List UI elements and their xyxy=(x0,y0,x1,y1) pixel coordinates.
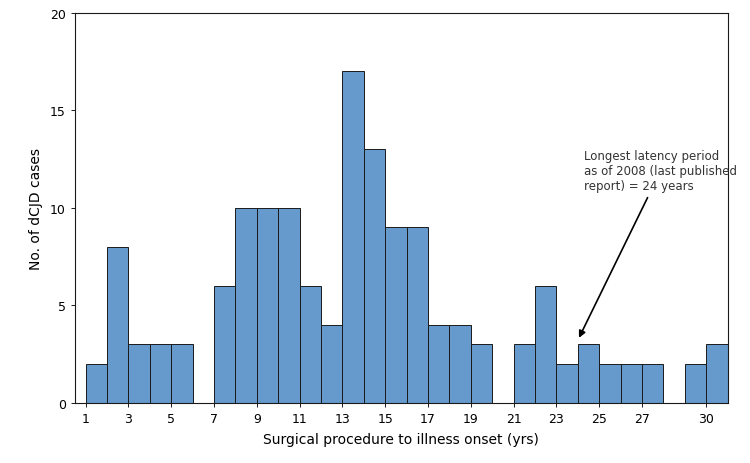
Bar xyxy=(171,344,193,403)
Bar xyxy=(343,72,364,403)
Bar xyxy=(236,208,256,403)
Bar xyxy=(406,228,428,403)
Bar xyxy=(278,208,300,403)
Bar xyxy=(578,344,599,403)
Text: Longest latency period
as of 2008 (last published
report) = 24 years: Longest latency period as of 2008 (last … xyxy=(580,150,737,337)
Bar xyxy=(321,325,343,403)
Bar xyxy=(471,344,492,403)
Bar xyxy=(685,364,706,403)
Bar xyxy=(300,286,321,403)
Y-axis label: No. of dCJD cases: No. of dCJD cases xyxy=(29,148,44,269)
Bar xyxy=(256,208,278,403)
Bar xyxy=(428,325,449,403)
Bar xyxy=(620,364,642,403)
Bar xyxy=(214,286,236,403)
Bar xyxy=(386,228,406,403)
Bar xyxy=(642,364,663,403)
Bar xyxy=(599,364,620,403)
Bar xyxy=(150,344,171,403)
Bar xyxy=(107,247,128,403)
Bar xyxy=(364,150,386,403)
Bar xyxy=(706,344,728,403)
Bar xyxy=(514,344,535,403)
Bar xyxy=(86,364,107,403)
Bar xyxy=(128,344,150,403)
Bar xyxy=(556,364,578,403)
X-axis label: Surgical procedure to illness onset (yrs): Surgical procedure to illness onset (yrs… xyxy=(263,432,539,446)
Bar xyxy=(449,325,471,403)
Bar xyxy=(535,286,556,403)
